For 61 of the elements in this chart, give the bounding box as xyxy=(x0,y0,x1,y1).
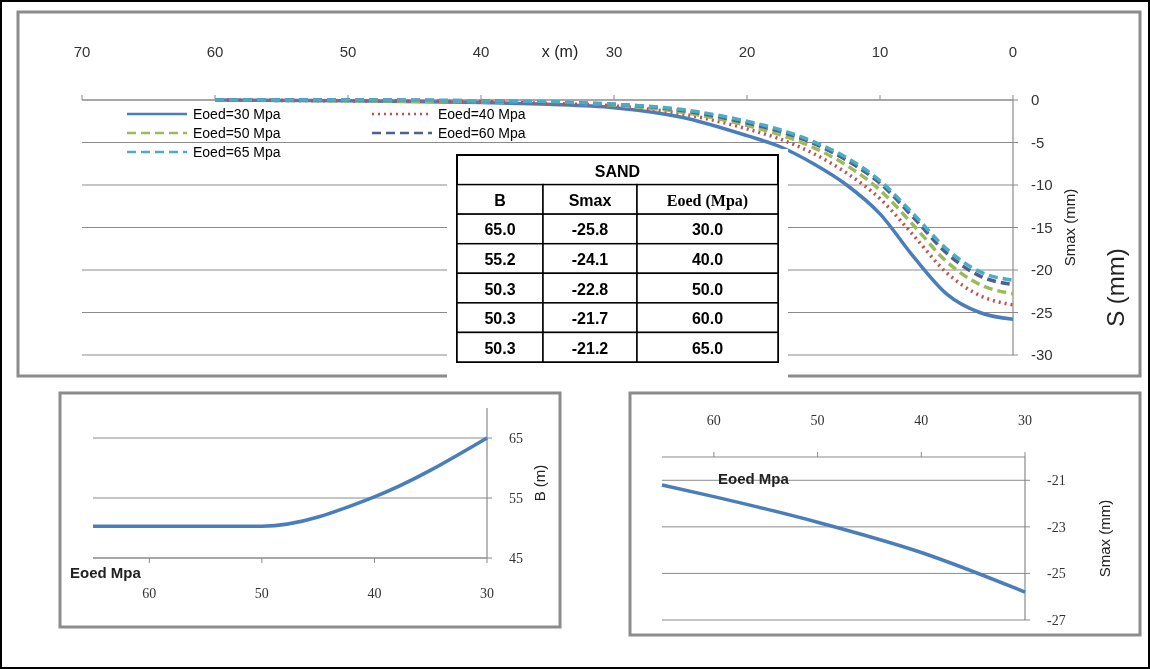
annotation: Smax xyxy=(568,191,612,209)
y-tick-label: 0 xyxy=(1031,91,1040,108)
x-tick-label: 60 xyxy=(142,586,157,601)
x-tick-label: 50 xyxy=(339,43,357,60)
y-tick-label: -20 xyxy=(1031,261,1053,278)
y-tick-label: -23 xyxy=(1047,519,1066,535)
y-tick-label: -21 xyxy=(1047,473,1066,489)
annotation: -21.2 xyxy=(571,339,609,357)
x-tick-label: 50 xyxy=(254,586,269,601)
y-tick-label: -25 xyxy=(1031,303,1053,321)
y-axis-title: B (m) xyxy=(531,464,548,502)
y-tick-label: 65 xyxy=(509,431,523,446)
x-tick-label: 0 xyxy=(1008,43,1018,60)
legend-label: Eoed=60 Mpa xyxy=(438,125,526,141)
y-tick-label: -27 xyxy=(1047,613,1066,628)
annotation: SAND xyxy=(594,163,641,181)
legend-label: Eoed=30 Mpa xyxy=(193,106,281,122)
x-axis-title: Eoed Mpa xyxy=(718,470,790,487)
text: S (mm) xyxy=(1102,248,1129,327)
x-tick-label: 40 xyxy=(914,413,929,428)
x-tick-label: 40 xyxy=(367,586,382,601)
x-tick-label: 40 xyxy=(472,43,490,60)
annotation: -24.1 xyxy=(571,251,609,269)
y-tick-label: 45 xyxy=(509,551,523,566)
y-axis-title: Smax (mm) xyxy=(1061,188,1078,267)
annotation: 30.0 xyxy=(691,221,724,239)
x-tick-label: 70 xyxy=(73,43,91,60)
y-tick-label: -5 xyxy=(1031,133,1045,151)
annotation: -22.8 xyxy=(571,280,609,298)
x-tick-label: 20 xyxy=(738,43,756,60)
annotation: 60.0 xyxy=(691,310,724,328)
y-tick-label: -30 xyxy=(1031,346,1053,363)
annotation: 65.0 xyxy=(691,339,724,357)
x-tick-label: 10 xyxy=(871,43,889,60)
x-tick-label: 30 xyxy=(605,43,623,60)
annotation: -21.7 xyxy=(571,310,609,328)
annotation: 50.0 xyxy=(691,280,724,298)
x-tick-label: 30 xyxy=(1018,413,1032,428)
annotation: B xyxy=(494,191,506,209)
x-tick-label: 60 xyxy=(206,43,224,60)
y-tick-label: -15 xyxy=(1031,218,1053,236)
x-tick-label: 50 xyxy=(810,413,825,428)
legend-label: Eoed=40 Mpa xyxy=(438,106,526,122)
annotation: 50.3 xyxy=(484,339,516,357)
annotation: 40.0 xyxy=(691,251,724,269)
y-tick-label: 55 xyxy=(509,491,523,506)
y-tick-label: -25 xyxy=(1047,566,1066,582)
y-axis-title: Smax (mm) xyxy=(1096,499,1113,578)
x-axis-title: Eoed Mpa xyxy=(70,564,142,581)
x-tick-label: 30 xyxy=(480,586,494,601)
annotation: 50.3 xyxy=(484,310,516,328)
legend-label: Eoed=65 Mpa xyxy=(193,144,281,160)
annotation: 55.2 xyxy=(484,251,516,269)
x-tick-label: 60 xyxy=(706,413,721,428)
annotation: -25.8 xyxy=(571,221,609,239)
annotation: Eoed (Mpa) xyxy=(666,191,749,210)
annotation: 65.0 xyxy=(484,221,516,239)
annotation: 50.3 xyxy=(484,280,516,298)
y-tick-label: -10 xyxy=(1031,176,1053,193)
legend-label: Eoed=50 Mpa xyxy=(193,125,281,141)
x-axis-title: x (m) xyxy=(541,43,579,60)
